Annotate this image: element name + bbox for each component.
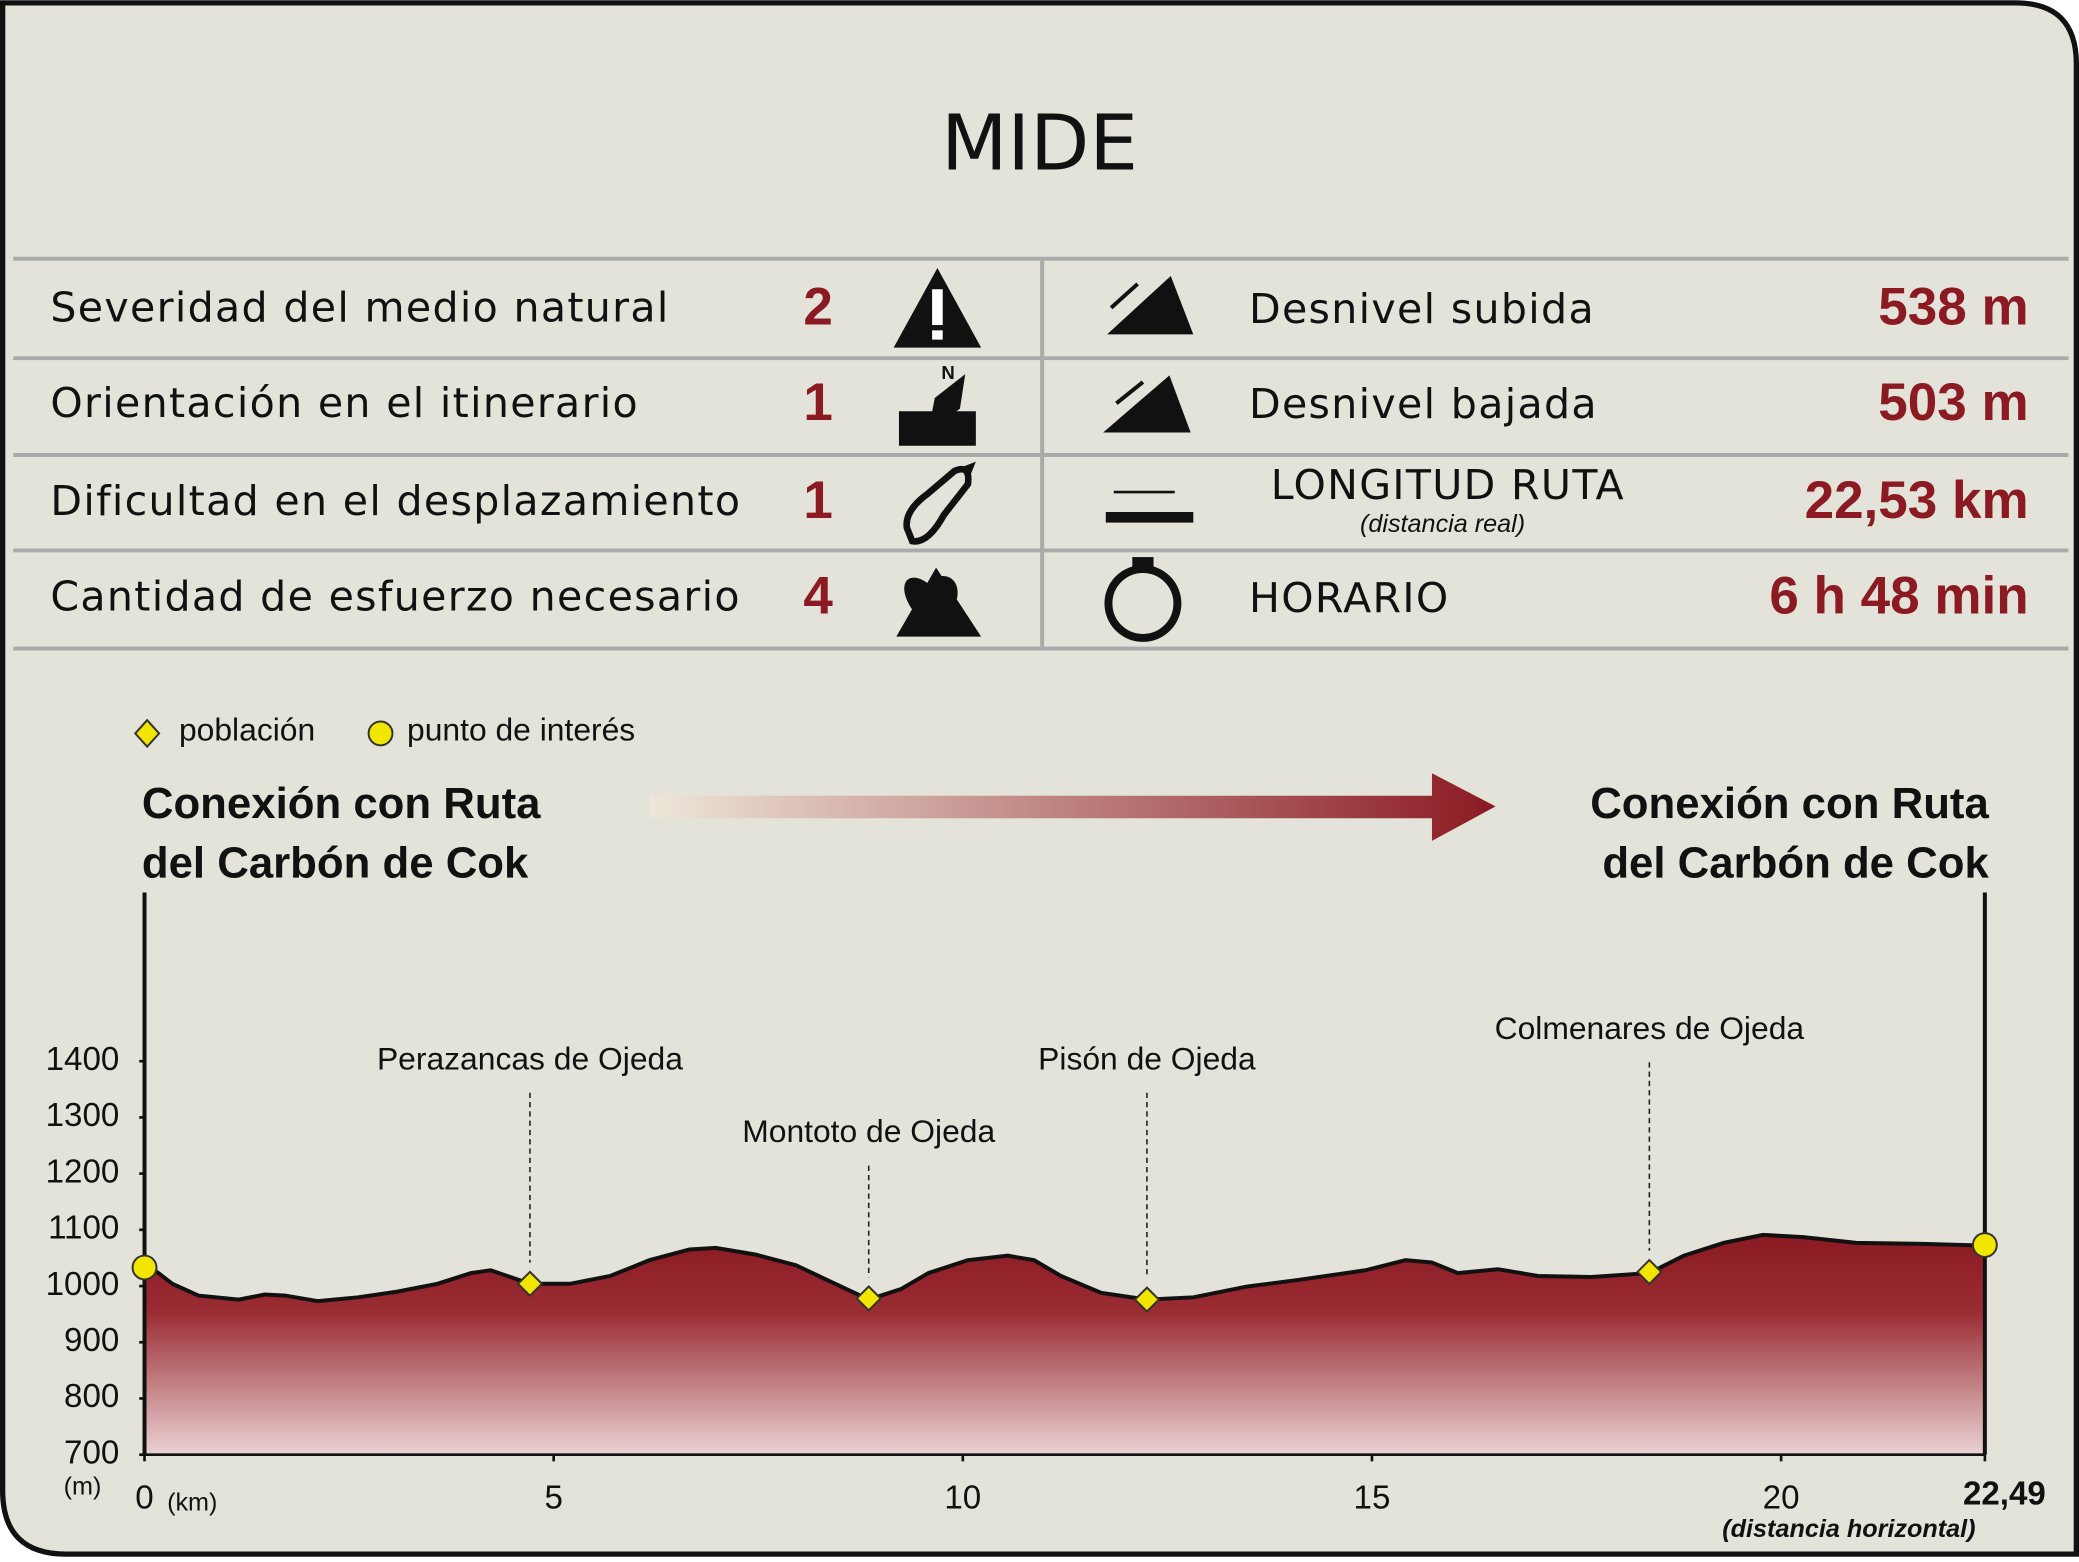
icon-up-arrow bbox=[1109, 282, 1139, 310]
row-value: 22,53 km bbox=[1805, 471, 2029, 530]
icon-n: N bbox=[941, 362, 954, 383]
direction-arrow bbox=[649, 773, 1496, 841]
start-label: Conexión con Ruta bbox=[142, 779, 541, 828]
town-label: Colmenares de Ojeda bbox=[1495, 1010, 1805, 1046]
town-label: Pisón de Ojeda bbox=[1038, 1040, 1256, 1076]
x-tick-label: 22,49 bbox=[1963, 1476, 2046, 1513]
y-tick-label: 1000 bbox=[46, 1266, 120, 1303]
row-value: 503 m bbox=[1878, 373, 2028, 432]
icon-up bbox=[1107, 275, 1194, 335]
x-note: (distancia horizontal) bbox=[1722, 1515, 1975, 1543]
icon-effort bbox=[896, 567, 982, 637]
x-unit: (km) bbox=[167, 1488, 217, 1516]
x-tick-label: 20 bbox=[1763, 1480, 1800, 1517]
row-label: LONGITUD RUTA bbox=[1271, 461, 1625, 509]
icon-orientation bbox=[898, 374, 976, 446]
x-tick-label: 10 bbox=[944, 1480, 981, 1517]
legend-diamond bbox=[133, 718, 161, 749]
y-unit: (m) bbox=[64, 1473, 102, 1501]
legend-label: punto de interés bbox=[407, 712, 635, 748]
town-marker bbox=[1636, 1258, 1663, 1286]
town-marker bbox=[516, 1270, 544, 1298]
row-sublabel: (distancia real) bbox=[1360, 510, 1525, 538]
row-value: 1 bbox=[803, 471, 832, 530]
interest-marker bbox=[1971, 1232, 1998, 1258]
icon-step-arrow bbox=[962, 461, 976, 475]
elevation-line bbox=[143, 1232, 1985, 1304]
legend-circle bbox=[367, 720, 394, 747]
end-label: del Carbón de Cok bbox=[1602, 839, 1989, 888]
icon-down bbox=[1103, 375, 1191, 433]
row-value: 4 bbox=[803, 567, 833, 626]
row-value: 1 bbox=[803, 373, 832, 432]
x-tick-label: 15 bbox=[1354, 1480, 1391, 1517]
y-tick-label: 1100 bbox=[48, 1210, 119, 1247]
row-value: 538 m bbox=[1878, 277, 2028, 336]
legend-label: población bbox=[179, 712, 315, 748]
y-tick-label: 1400 bbox=[46, 1041, 120, 1078]
row-label: HORARIO bbox=[1249, 574, 1450, 622]
x-tick-label: 0 bbox=[135, 1480, 153, 1517]
row-label: Desnivel bajada bbox=[1249, 380, 1598, 428]
mide-table bbox=[13, 256, 2069, 651]
elevation-area bbox=[144, 1234, 1985, 1455]
end-label: Conexión con Ruta bbox=[1590, 779, 1989, 828]
icon-clock bbox=[1104, 565, 1182, 642]
x-tick-label: 5 bbox=[544, 1480, 562, 1517]
icon-severity-dot bbox=[932, 330, 943, 340]
row-label: Severidad del medio natural bbox=[50, 283, 669, 331]
start-label: del Carbón de Cok bbox=[142, 839, 529, 888]
interest-marker bbox=[131, 1254, 158, 1281]
icons: N bbox=[893, 268, 1194, 642]
y-tick-label: 700 bbox=[64, 1434, 119, 1471]
town-label: Montoto de Ojeda bbox=[742, 1113, 995, 1149]
row-value: 6 h 48 min bbox=[1769, 567, 2028, 626]
town-marker bbox=[1133, 1286, 1161, 1313]
row-label: Orientación en el itinerario bbox=[50, 379, 639, 427]
icon-step bbox=[903, 465, 972, 545]
icon-clock-top bbox=[1132, 557, 1154, 568]
icon-down-arrow bbox=[1115, 380, 1145, 405]
y-tick-label: 1200 bbox=[46, 1153, 120, 1190]
y-tick-label: 800 bbox=[64, 1378, 119, 1415]
town-label: Perazancas de Ojeda bbox=[377, 1040, 683, 1076]
y-tick-label: 900 bbox=[64, 1322, 119, 1359]
icon-length bbox=[1105, 511, 1194, 523]
y-tick-label: 1300 bbox=[46, 1097, 120, 1134]
row-label: Cantidad de esfuerzo necesario bbox=[50, 573, 740, 621]
icon-severity-mark bbox=[932, 289, 943, 326]
title: MIDE bbox=[941, 100, 1138, 189]
town-marker bbox=[855, 1285, 883, 1312]
row-label: Dificultad en el desplazamiento bbox=[50, 477, 741, 525]
row-value: 2 bbox=[803, 277, 832, 336]
row-label: Desnivel subida bbox=[1249, 285, 1595, 333]
